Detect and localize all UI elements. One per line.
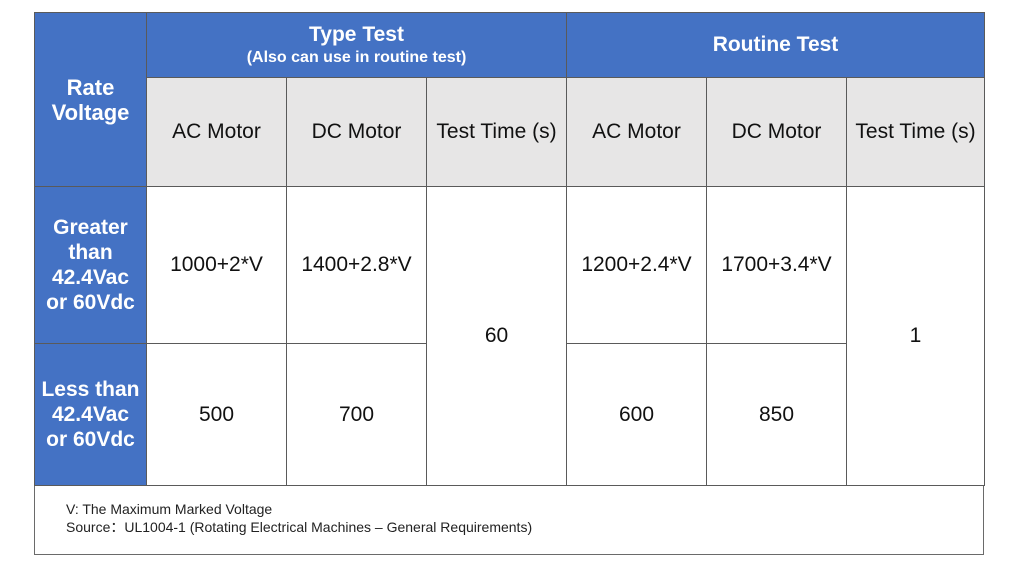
row-label-greater: Greater than 42.4Vac or 60Vdc <box>34 186 147 344</box>
type-test-header: Type Test (Also can use in routine test) <box>146 12 567 78</box>
row-label-line: 42.4Vac <box>51 266 130 289</box>
rate-voltage-line-1: Rate <box>66 74 115 100</box>
row-label-line: or 60Vdc <box>46 428 135 451</box>
type-dc-motor-header: DC Motor <box>286 77 427 187</box>
row-label-line: or 60Vdc <box>46 291 135 314</box>
type-dc-value: 1400+2.8*V <box>286 186 427 344</box>
rate-voltage-header: Rate Voltage <box>34 12 147 187</box>
source-note: Source：UL1004-1 (Rotating Electrical Mac… <box>66 519 533 535</box>
test-voltage-table: Rate Voltage Type Test (Also can use in … <box>34 12 986 486</box>
routine-ac-motor-header: AC Motor <box>566 77 707 187</box>
type-dc-value: 700 <box>286 343 427 486</box>
rate-voltage-line-2: Voltage <box>51 99 130 125</box>
row-label-line: 42.4Vac <box>51 403 130 426</box>
type-ac-value: 500 <box>146 343 287 486</box>
routine-dc-value: 1700+3.4*V <box>706 186 847 344</box>
type-ac-motor-header: AC Motor <box>146 77 287 187</box>
table-notes: V: The Maximum Marked Voltage Source：UL1… <box>66 500 532 536</box>
type-test-subtitle: (Also can use in routine test) <box>246 49 467 66</box>
routine-ac-value: 1200+2.4*V <box>566 186 707 344</box>
routine-test-time-value: 1 <box>845 186 986 486</box>
row-label-line: Less than <box>41 378 140 401</box>
row-label-line: Greater <box>53 216 128 239</box>
routine-dc-value: 850 <box>706 343 847 486</box>
voltage-definition-note: V: The Maximum Marked Voltage <box>66 501 273 517</box>
table-row: Less than 42.4Vac or 60Vdc 500 700 600 8… <box>34 343 985 486</box>
type-test-title: Type Test <box>309 23 404 46</box>
routine-ac-value: 600 <box>566 343 707 486</box>
row-label-less: Less than 42.4Vac or 60Vdc <box>34 343 147 486</box>
table-row: Greater than 42.4Vac or 60Vdc 1000+2*V 1… <box>34 186 986 486</box>
routine-dc-motor-header: DC Motor <box>706 77 847 187</box>
routine-test-header: Routine Test <box>565 12 986 78</box>
type-test-time-value: 60 <box>426 186 567 486</box>
routine-test-time-header: Test Time (s) <box>845 77 986 187</box>
type-test-time-header: Test Time (s) <box>426 77 567 187</box>
type-ac-value: 1000+2*V <box>146 186 287 344</box>
row-label-line: than <box>68 241 113 264</box>
